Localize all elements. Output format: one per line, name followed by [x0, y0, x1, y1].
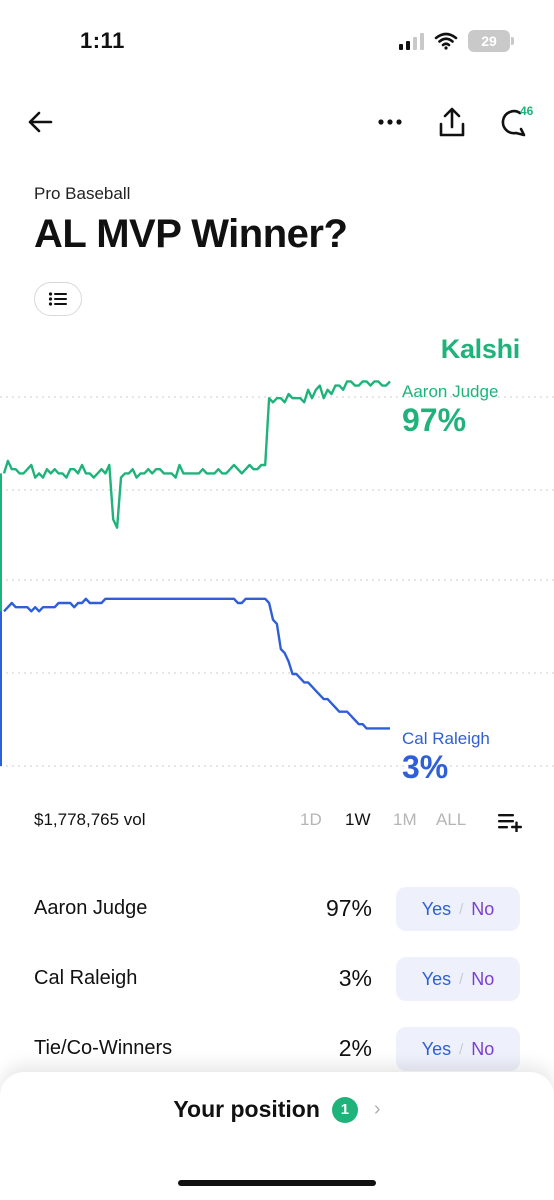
rules-button[interactable]: [34, 282, 82, 316]
outcome-row: Tie/Co-Winners 2% Yes / No: [0, 1025, 554, 1075]
range-1m[interactable]: 1M: [393, 810, 417, 829]
comments-button[interactable]: [494, 102, 534, 142]
list-add-icon: [498, 814, 522, 832]
outcome-percent: 97%: [325, 895, 372, 921]
range-1d[interactable]: 1D: [300, 810, 322, 829]
home-indicator: [178, 1180, 376, 1186]
add-to-chart-button[interactable]: [496, 810, 524, 834]
series-label-judge: Aaron Judge: [402, 382, 499, 401]
yes-no-buttons: Yes / No: [396, 957, 520, 1001]
more-options-button[interactable]: [372, 106, 408, 138]
your-position-button[interactable]: Your position 1 ›: [0, 1096, 554, 1123]
outcome-percent: 3%: [338, 965, 372, 991]
trading-volume: $1,778,765 vol: [34, 810, 146, 829]
more-dots-icon: [378, 119, 402, 125]
share-button[interactable]: [434, 102, 470, 142]
comment-count-badge: 46: [520, 104, 534, 118]
outcome-name: Tie/Co-Winners: [34, 1037, 173, 1059]
status-time: 1:11: [80, 28, 125, 53]
series-label-raleigh: Cal Raleigh: [402, 729, 490, 748]
outcome-name: Aaron Judge: [34, 897, 148, 919]
outcome-name: Cal Raleigh: [34, 967, 138, 989]
cellular-signal-icon: [399, 32, 424, 50]
divider-slash: /: [459, 900, 464, 918]
yes-button[interactable]: Yes: [421, 968, 452, 989]
range-1w[interactable]: 1W: [345, 810, 371, 829]
comment-bubble-icon: [501, 109, 526, 137]
yes-no-buttons: Yes / No: [396, 887, 520, 931]
outcome-row: Cal Raleigh 3% Yes / No: [0, 955, 554, 1005]
back-button[interactable]: [22, 104, 58, 140]
range-all[interactable]: ALL: [436, 810, 467, 829]
share-icon: [439, 107, 465, 137]
divider-slash: /: [459, 970, 464, 988]
back-arrow-icon: [28, 111, 53, 133]
series-line-aaron-judge: [2, 380, 391, 529]
series-value-judge: 97%: [402, 402, 467, 438]
time-range-selector: 1D 1W 1M ALL: [300, 810, 486, 830]
price-chart: [0, 380, 554, 767]
chevron-right-icon: ›: [373, 1098, 381, 1120]
divider-slash: /: [459, 1040, 464, 1058]
kalshi-logo: Kalshi: [440, 334, 521, 364]
no-button[interactable]: No: [471, 968, 495, 989]
page-title: AL MVP Winner?: [34, 212, 348, 256]
wifi-icon: [434, 32, 458, 50]
outcome-percent: 2%: [338, 1035, 372, 1061]
no-button[interactable]: No: [471, 1038, 495, 1059]
no-button[interactable]: No: [471, 898, 495, 919]
yes-no-buttons: Yes / No: [396, 1027, 520, 1071]
battery-icon: 29: [468, 30, 514, 52]
yes-button[interactable]: Yes: [421, 898, 452, 919]
series-value-raleigh: 3%: [402, 749, 449, 785]
position-sheet[interactable]: [0, 1072, 554, 1200]
list-icon: [48, 292, 67, 306]
series-line-cal-raleigh: [3, 597, 390, 730]
outcome-row: Aaron Judge 97% Yes / No: [0, 885, 554, 935]
market-category: Pro Baseball: [34, 184, 131, 203]
status-icons: 29: [399, 30, 514, 52]
position-label: Your position: [173, 1096, 320, 1122]
yes-button[interactable]: Yes: [421, 1038, 452, 1059]
position-count-badge: 1: [331, 1096, 358, 1123]
